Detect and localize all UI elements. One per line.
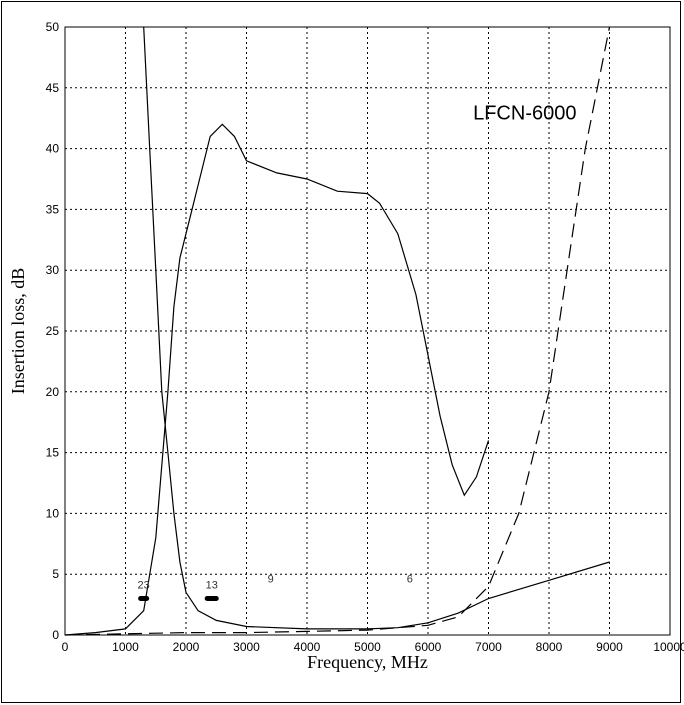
y-tick-label: 45 bbox=[46, 81, 60, 95]
y-tick-label: 25 bbox=[46, 324, 60, 338]
marker-label: 9 bbox=[268, 573, 274, 585]
x-tick-label: 4000 bbox=[294, 640, 321, 654]
x-tick-label: 3000 bbox=[233, 640, 260, 654]
y-tick-label: 35 bbox=[46, 202, 60, 216]
x-tick-label: 2000 bbox=[173, 640, 200, 654]
x-tick-label: 1000 bbox=[112, 640, 139, 654]
x-tick-label: 7000 bbox=[475, 640, 502, 654]
data-series bbox=[64, 26, 611, 636]
marker-label: 23 bbox=[138, 580, 150, 592]
x-tick-label: 5000 bbox=[354, 640, 381, 654]
x-tick-label: 9000 bbox=[596, 640, 623, 654]
grid-lines bbox=[65, 27, 670, 635]
tick-labels: 0 1000 2000 3000 4000 5000 6000 7000 8000 9000 100… bbox=[46, 20, 684, 654]
x-tick-label: 0 bbox=[62, 640, 69, 654]
y-tick-label: 10 bbox=[46, 506, 60, 520]
y-tick-label: 50 bbox=[46, 20, 60, 34]
y-tick-label: 5 bbox=[52, 567, 59, 581]
y-axis-title: Insertion loss, dB bbox=[8, 268, 28, 395]
y-tick-label: 40 bbox=[46, 142, 60, 156]
point-markers: 23 13 9 6 bbox=[138, 573, 413, 602]
series-line-3 bbox=[64, 26, 611, 636]
marker-label: 6 bbox=[407, 573, 413, 585]
y-tick-label: 15 bbox=[46, 446, 60, 460]
x-tick-label: 6000 bbox=[415, 640, 442, 654]
model-annotation: LFCN-6000 bbox=[473, 102, 576, 124]
x-axis-title: Frequency, MHz bbox=[307, 652, 428, 672]
x-tick-label: 10000 bbox=[653, 640, 684, 654]
y-tick-label: 0 bbox=[52, 628, 59, 642]
plot-border bbox=[64, 26, 671, 636]
x-tick-label: 8000 bbox=[536, 640, 563, 654]
series-line-1 bbox=[143, 26, 610, 630]
marker-label: 13 bbox=[206, 580, 218, 592]
y-tick-label: 30 bbox=[46, 263, 60, 277]
y-tick-label: 20 bbox=[46, 385, 60, 399]
series-line-2 bbox=[64, 123, 490, 636]
